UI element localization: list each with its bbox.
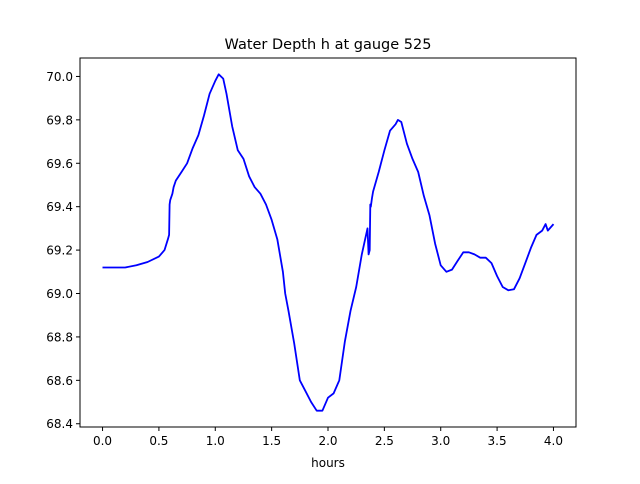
- y-tick-label: 69.8: [46, 113, 73, 127]
- x-tick-label: 0.5: [149, 434, 168, 448]
- plot-area: [102, 73, 555, 412]
- x-tick-label: 2.0: [318, 434, 337, 448]
- y-tick-label: 69.2: [46, 244, 73, 258]
- x-axis: 0.0 0.5 1.0 1.5 2.0 2.5 3.0 3.5 4.0: [93, 427, 563, 448]
- x-tick-label: 1.0: [206, 434, 225, 448]
- x-axis-label: hours: [311, 456, 345, 470]
- y-tick-label: 70.0: [46, 70, 73, 84]
- x-tick-label: 4.0: [544, 434, 563, 448]
- x-tick-label: 3.0: [431, 434, 450, 448]
- y-tick-label: 69.6: [46, 157, 73, 171]
- y-tick-label: 68.8: [46, 330, 73, 344]
- x-tick-label: 1.5: [262, 434, 281, 448]
- y-tick-label: 68.4: [46, 417, 73, 431]
- axes-frame: [79, 57, 577, 428]
- y-axis: 68.4 68.6 68.8 69.0 69.2 69.4 69.6 69.8 70.0: [46, 70, 80, 431]
- y-tick-label: 68.6: [46, 374, 73, 388]
- y-tick-label: 69.4: [46, 200, 73, 214]
- x-tick-label: 0.0: [93, 434, 112, 448]
- series-line-h: [102, 73, 555, 412]
- y-tick-label: 69.0: [46, 287, 73, 301]
- x-tick-label: 3.5: [488, 434, 507, 448]
- x-tick-label: 2.5: [375, 434, 394, 448]
- chart-title: Water Depth h at gauge 525: [225, 37, 432, 53]
